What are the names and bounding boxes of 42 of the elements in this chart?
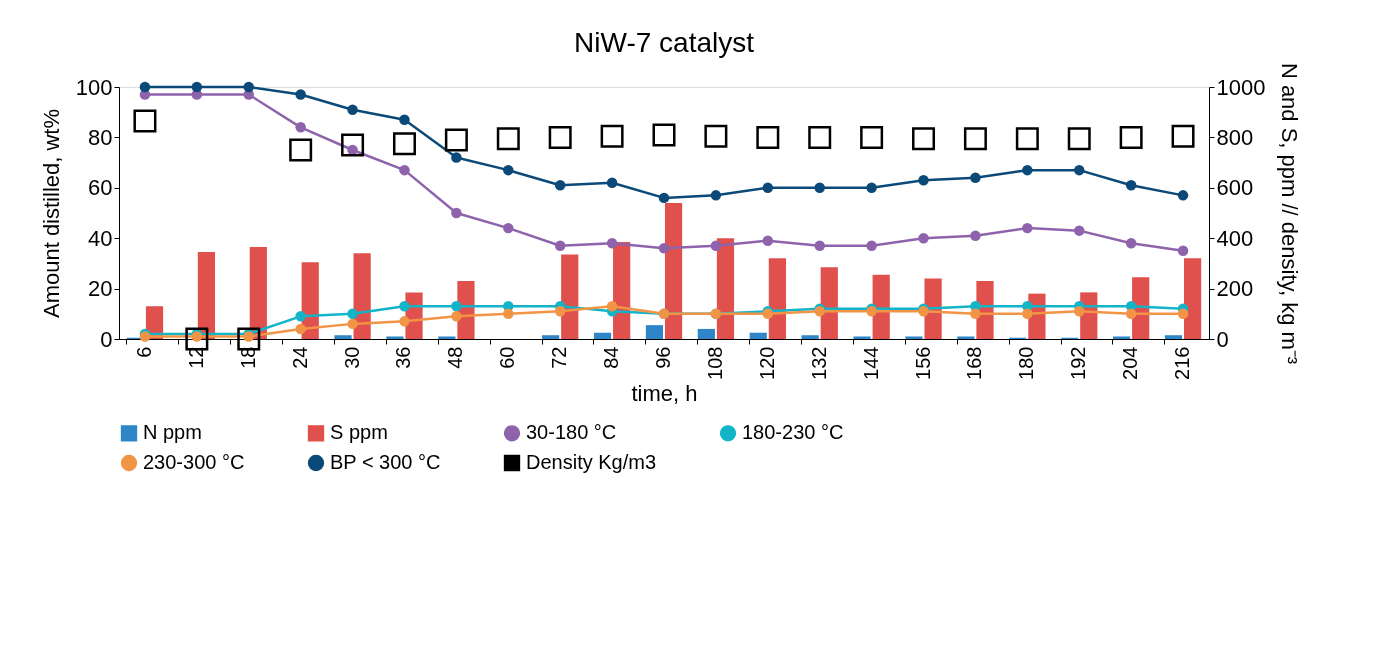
x-tick-label: 96 [652, 346, 674, 369]
y2-axis-title: N and S, ppm // density, kg m⁻³ [1277, 62, 1303, 365]
x-tick-label: 30 [340, 346, 363, 369]
x-tick-label: 60 [496, 346, 519, 369]
x-tick-label: 24 [288, 346, 311, 369]
x-axis-title: time, h [631, 380, 698, 406]
legend-label: 180-230 °C [742, 421, 844, 444]
y-tick-label: 20 [88, 276, 113, 302]
x-tick-label: 84 [600, 346, 623, 369]
y2-tick-label: 1000 [1216, 74, 1266, 100]
y-tick-label: 100 [75, 74, 113, 100]
chart-title: NiW-7 catalyst [574, 27, 755, 59]
x-tick-label: 132 [807, 346, 830, 380]
legend-label: S ppm [330, 421, 388, 444]
y2-tick-label: 200 [1216, 276, 1254, 302]
y-tick-label: 0 [100, 326, 113, 352]
legend-label: N ppm [143, 421, 202, 444]
x-tick-label: 180 [1015, 346, 1038, 380]
x-tick-label: 108 [703, 346, 726, 380]
x-tick-label: 120 [755, 346, 778, 380]
x-tick-label: 192 [1067, 346, 1090, 380]
y2-tick-label: 800 [1216, 124, 1254, 150]
y-axis-title: Amount distilled, wt% [38, 108, 64, 319]
y2-tick-label: 600 [1216, 175, 1254, 201]
x-tick-label: 72 [548, 346, 571, 369]
y-tick-label: 60 [88, 175, 113, 201]
y-tick-label: 40 [88, 225, 113, 251]
x-tick-label: 216 [1171, 346, 1194, 380]
y2-tick-label: 0 [1216, 326, 1229, 352]
legend-label: 230-300 °C [143, 451, 245, 473]
x-tick-label: 48 [444, 346, 467, 369]
legend-label: BP < 300 °C [330, 451, 441, 473]
x-tick-label: 36 [392, 346, 415, 369]
x-tick-label: 144 [859, 346, 882, 380]
x-tick-label: 204 [1119, 346, 1142, 380]
x-tick-label: 168 [963, 346, 986, 380]
y2-tick-label: 400 [1216, 225, 1254, 251]
x-tick-label: 6 [132, 346, 155, 358]
y-tick-label: 80 [88, 124, 113, 150]
legend-label: 30-180 °C [526, 421, 617, 444]
legend-label: Density Kg/m3 [526, 451, 657, 473]
x-tick-label: 156 [911, 346, 934, 380]
